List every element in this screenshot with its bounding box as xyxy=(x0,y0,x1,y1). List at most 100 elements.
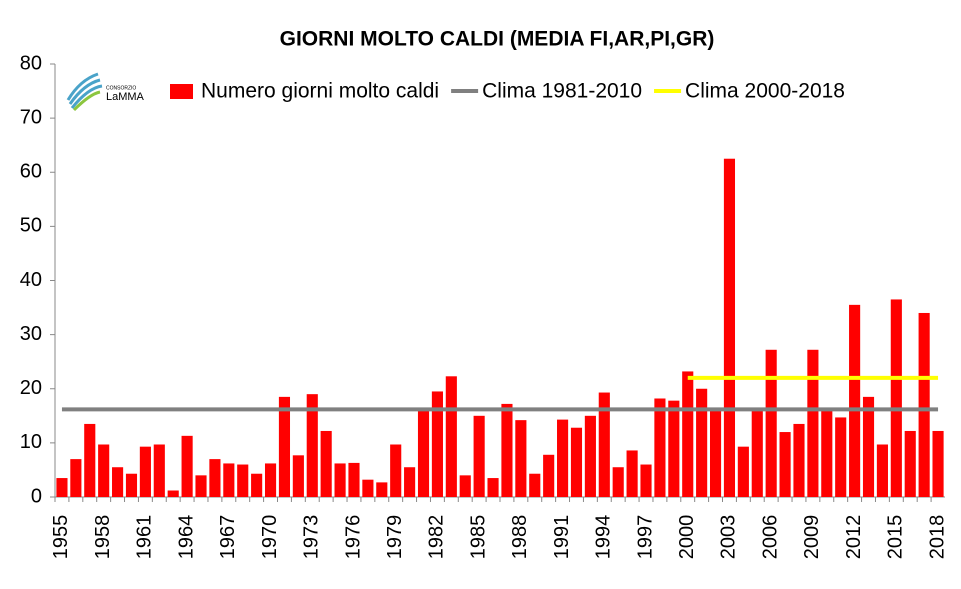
chart-title: GIORNI MOLTO CALDI (MEDIA FI,AR,PI,GR) xyxy=(280,28,715,51)
bar xyxy=(459,475,471,497)
y-tick-label: 60 xyxy=(20,161,42,183)
x-tick-label: 1964 xyxy=(175,515,197,560)
bar xyxy=(376,482,388,497)
y-tick-label: 80 xyxy=(20,52,42,74)
y-tick-label: 10 xyxy=(20,431,42,453)
y-tick-label: 0 xyxy=(31,485,42,507)
x-tick-label: 1985 xyxy=(467,515,489,560)
bar xyxy=(195,475,207,497)
bar xyxy=(237,464,249,497)
bar xyxy=(473,415,485,497)
bar xyxy=(584,415,596,497)
x-tick-label: 1982 xyxy=(426,515,448,560)
bar xyxy=(570,427,583,497)
bar xyxy=(709,410,722,497)
bar xyxy=(264,463,277,497)
x-tick-label: 1988 xyxy=(509,515,531,560)
x-tick-label: 2009 xyxy=(801,515,823,560)
bar xyxy=(320,430,332,497)
bar xyxy=(876,444,888,497)
y-tick-label: 50 xyxy=(20,215,42,237)
bar xyxy=(849,304,861,497)
bar xyxy=(696,388,708,497)
bar xyxy=(84,423,96,497)
logo-name: LaMMA xyxy=(106,91,145,103)
bar xyxy=(779,432,791,497)
bar xyxy=(278,396,291,497)
legend-label: Numero giorni molto caldi xyxy=(201,80,439,103)
x-tick-label: 1970 xyxy=(259,515,281,560)
x-tick-label: 2015 xyxy=(885,515,907,560)
bar xyxy=(362,479,374,497)
x-tick-label: 1955 xyxy=(50,515,72,560)
bar xyxy=(98,444,110,497)
bar xyxy=(751,410,763,497)
bar xyxy=(223,463,235,497)
logo-mark xyxy=(72,90,101,112)
bar xyxy=(445,376,457,497)
bar xyxy=(209,459,221,497)
x-tick-label: 1961 xyxy=(134,515,156,560)
bar xyxy=(890,299,902,497)
bar xyxy=(125,473,138,497)
bar xyxy=(70,459,82,497)
bar xyxy=(932,430,944,497)
bar xyxy=(862,396,875,497)
legend-label: Clima 1981-2010 xyxy=(482,80,642,103)
bar xyxy=(487,478,499,497)
x-tick-label: 2003 xyxy=(718,515,740,560)
bar xyxy=(348,462,360,497)
bar xyxy=(501,403,513,497)
bar xyxy=(723,158,736,497)
y-tick-label: 70 xyxy=(20,106,42,128)
bar xyxy=(334,463,346,497)
x-tick-label: 1979 xyxy=(384,515,406,560)
x-tick-label: 1973 xyxy=(301,515,323,560)
x-tick-label: 1967 xyxy=(217,515,239,560)
bar xyxy=(557,419,569,497)
bar xyxy=(181,435,193,497)
bar xyxy=(904,430,916,497)
legend-swatch xyxy=(170,84,193,99)
bar xyxy=(56,478,68,497)
bar xyxy=(431,391,443,497)
legend-label: Clima 2000-2018 xyxy=(685,80,845,103)
bar xyxy=(835,417,847,497)
bar xyxy=(612,467,624,497)
bar xyxy=(543,454,555,497)
bar xyxy=(765,349,777,497)
y-tick-label: 20 xyxy=(20,377,42,399)
logo-mark xyxy=(66,72,103,109)
bar xyxy=(793,423,805,497)
bar xyxy=(640,464,652,497)
bar xyxy=(251,473,263,497)
y-tick-label: 40 xyxy=(20,269,42,291)
bar xyxy=(167,490,179,497)
bar xyxy=(153,444,165,497)
x-tick-label: 1994 xyxy=(593,515,615,560)
bar xyxy=(598,392,610,497)
x-tick-label: 2000 xyxy=(676,515,698,560)
x-tick-label: 1991 xyxy=(551,515,573,560)
bar xyxy=(139,446,151,497)
x-tick-label: 2012 xyxy=(843,515,865,560)
logo-small: CONSORZIO xyxy=(106,85,136,91)
bar xyxy=(404,467,416,497)
logo: CONSORZIO LaMMA xyxy=(66,72,145,112)
x-tick-label: 2006 xyxy=(759,515,781,560)
bar xyxy=(626,450,638,497)
bar xyxy=(306,394,318,497)
x-tick-label: 2018 xyxy=(926,515,948,560)
bar xyxy=(112,467,124,497)
x-tick-label: 1976 xyxy=(342,515,364,560)
bar xyxy=(668,400,680,497)
bar xyxy=(515,420,527,497)
bar xyxy=(529,473,541,497)
bar xyxy=(682,371,694,497)
bar xyxy=(918,312,930,497)
bar xyxy=(390,444,402,497)
bar xyxy=(417,410,430,497)
bar xyxy=(807,349,819,497)
y-tick-label: 30 xyxy=(20,323,42,345)
